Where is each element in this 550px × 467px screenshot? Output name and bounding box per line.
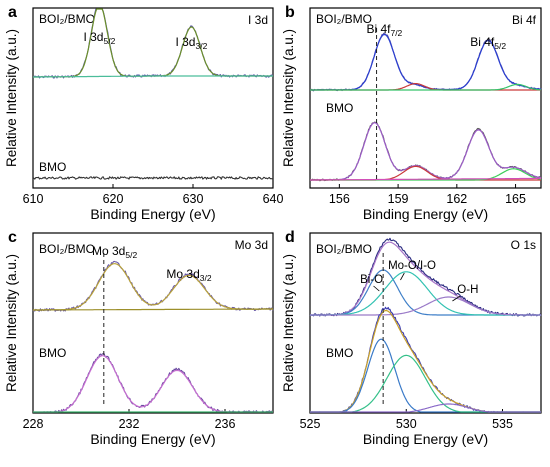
element-label: Bi 4f bbox=[512, 13, 537, 27]
sample-label: BOI₂/BMO bbox=[39, 242, 95, 256]
y-axis-label: Relative Intensity (a.u.) bbox=[281, 254, 296, 392]
peak-annotation: Mo 3d5/2 bbox=[92, 244, 137, 260]
sample-label: BMO bbox=[39, 346, 66, 360]
panel-a: 610 620 630 640 Binding Energy (eV) Relative … bbox=[4, 4, 283, 222]
panel-letter: b bbox=[285, 4, 295, 21]
sample-label: BOI₂/BMO bbox=[316, 12, 372, 26]
series-background bbox=[33, 308, 273, 311]
series-component bbox=[310, 296, 541, 316]
series-raw bbox=[309, 121, 542, 182]
x-tick-label: 232 bbox=[119, 417, 140, 431]
x-tick-label: 159 bbox=[388, 192, 409, 206]
annotation-pointer bbox=[400, 272, 405, 281]
x-tick-label: 530 bbox=[396, 417, 417, 431]
sample-label: BMO bbox=[39, 160, 66, 174]
x-tick-label: 165 bbox=[505, 192, 526, 206]
peak-annotation: Bi-O bbox=[360, 274, 383, 286]
plot-frame bbox=[309, 7, 542, 189]
x-tick-label: 228 bbox=[23, 417, 44, 431]
x-axis-label: Binding Energy (eV) bbox=[90, 206, 215, 222]
series-component bbox=[310, 83, 541, 91]
series-fit bbox=[310, 33, 542, 91]
series-fit bbox=[33, 355, 273, 413]
series-raw bbox=[32, 260, 274, 312]
series-component bbox=[310, 83, 541, 91]
panel-letter: c bbox=[8, 229, 17, 246]
series-fit bbox=[310, 122, 542, 181]
x-axis-label: Binding Energy (eV) bbox=[363, 206, 488, 222]
y-axis-label: Relative Intensity (a.u.) bbox=[281, 29, 296, 167]
x-tick-label: 156 bbox=[329, 192, 350, 206]
series-fit bbox=[310, 310, 541, 413]
series-raw bbox=[309, 32, 542, 92]
x-tick-label: 525 bbox=[300, 417, 321, 431]
panel-letter: a bbox=[8, 4, 17, 21]
series-component bbox=[310, 403, 541, 413]
x-axis-label: Binding Energy (eV) bbox=[90, 431, 215, 447]
plot-frame bbox=[32, 232, 274, 414]
element-label: O 1s bbox=[511, 238, 536, 252]
series-component bbox=[310, 269, 541, 316]
series-background bbox=[33, 75, 273, 78]
series-fit bbox=[33, 263, 273, 311]
panel-d: 525 530 535 Binding Energy (eV) Relative Int… bbox=[281, 229, 542, 447]
x-tick-label: 162 bbox=[446, 192, 467, 206]
peak-annotation: I 3d3/2 bbox=[175, 35, 207, 51]
sample-label: BMO bbox=[326, 346, 353, 360]
peak-annotation: Bi 4f5/2 bbox=[470, 35, 506, 51]
panel-letter: d bbox=[285, 229, 295, 246]
x-tick-label: 236 bbox=[215, 417, 236, 431]
x-tick-label: 640 bbox=[263, 192, 284, 206]
panel-b: 156 159 162 165 Binding Energy (eV) Relative … bbox=[281, 4, 542, 222]
sample-label: BMO bbox=[326, 101, 353, 115]
annotation-pointer bbox=[452, 295, 461, 302]
y-axis-label: Relative Intensity (a.u.) bbox=[4, 254, 19, 392]
sample-label: BOI₂/BMO bbox=[39, 12, 95, 26]
x-tick-label: 535 bbox=[492, 417, 513, 431]
series-background bbox=[310, 177, 541, 181]
series-component bbox=[310, 271, 541, 316]
x-tick-label: 630 bbox=[183, 192, 204, 206]
peak-annotation: I 3d5/2 bbox=[83, 30, 115, 46]
peak-annotation: O-H bbox=[457, 284, 478, 296]
annotation-pointer bbox=[373, 285, 380, 292]
series-raw bbox=[32, 176, 274, 180]
peak-annotation: Mo 3d3/2 bbox=[166, 267, 211, 283]
peak-annotation: Mo-O/I-O bbox=[388, 260, 436, 272]
y-axis-label: Relative Intensity (a.u.) bbox=[4, 29, 19, 167]
x-axis-label: Binding Energy (eV) bbox=[363, 431, 488, 447]
plot-frame bbox=[32, 7, 274, 189]
element-label: Mo 3d bbox=[235, 238, 268, 252]
x-tick-label: 620 bbox=[103, 192, 124, 206]
x-tick-label: 610 bbox=[23, 192, 44, 206]
series-raw bbox=[33, 353, 273, 413]
plot-frame bbox=[309, 232, 542, 414]
sample-label: BOI₂/BMO bbox=[316, 242, 372, 256]
element-label: I 3d bbox=[248, 13, 268, 27]
peak-annotation: Bi 4f7/2 bbox=[366, 22, 402, 38]
series-component bbox=[310, 354, 541, 413]
